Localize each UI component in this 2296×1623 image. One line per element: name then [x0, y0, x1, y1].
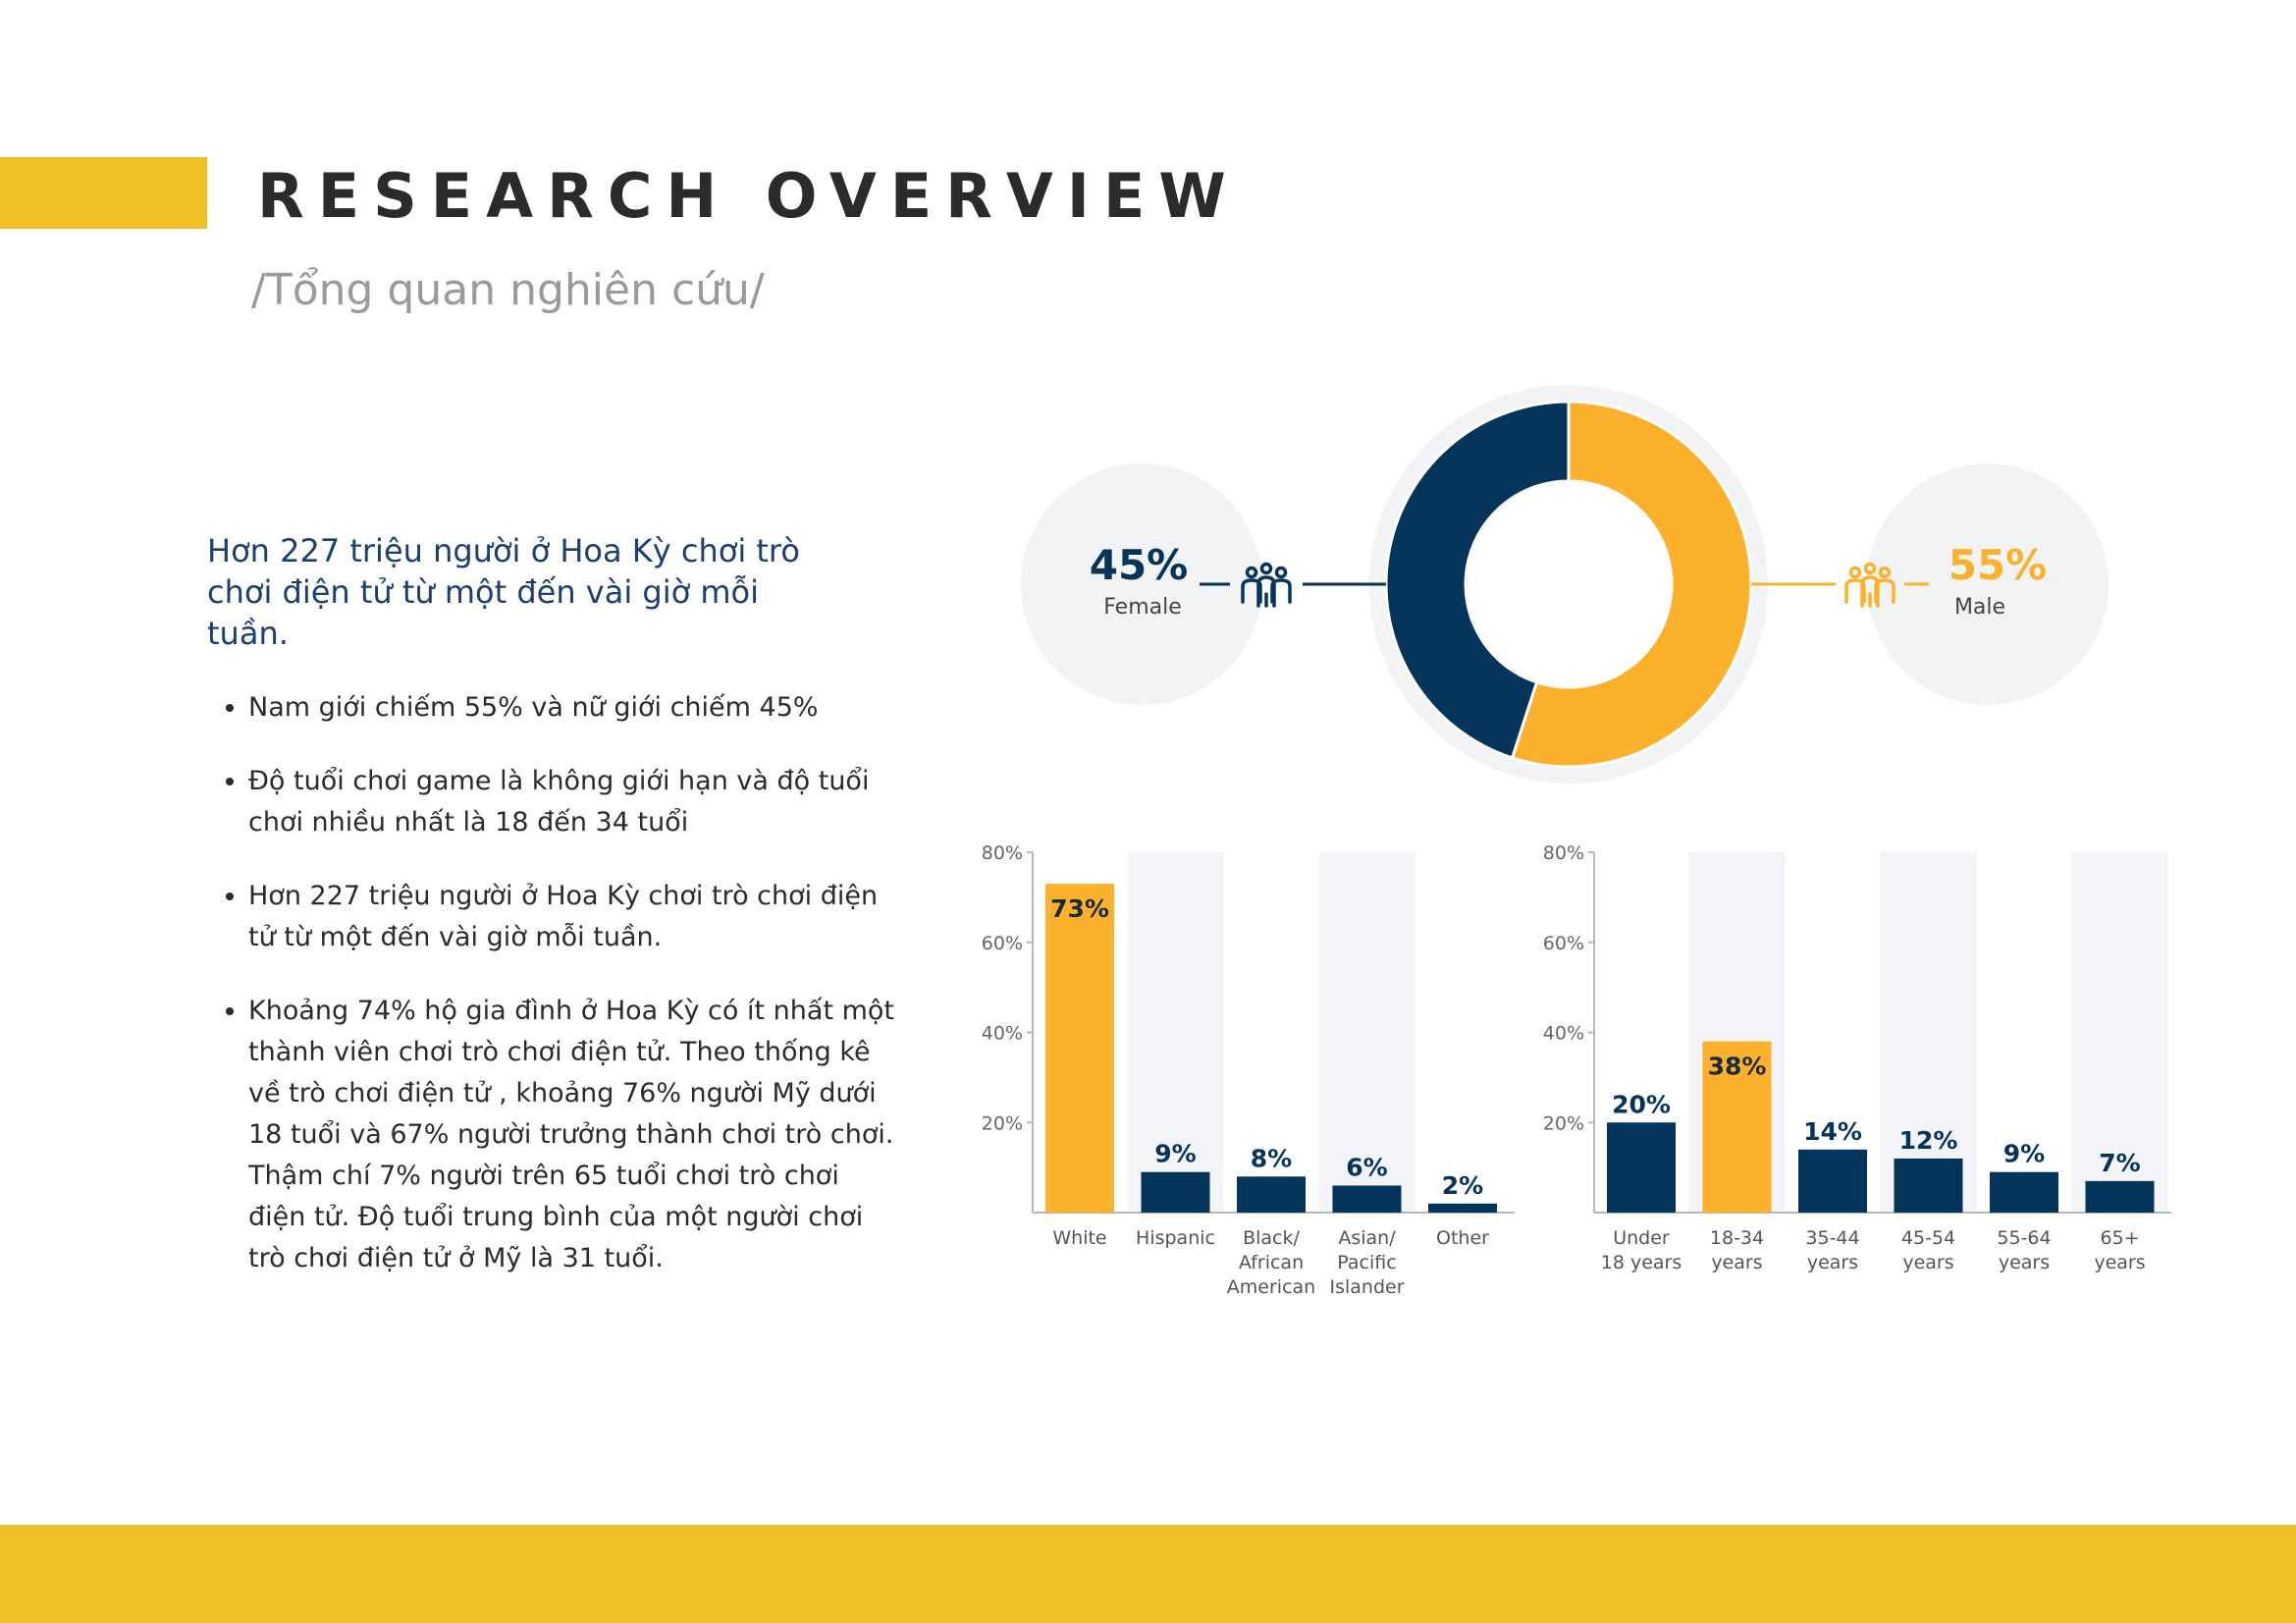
x-tick-label: White: [1052, 1227, 1106, 1249]
male-category-label: Male: [1954, 595, 2005, 620]
y-tick-label: 60%: [1543, 933, 1584, 954]
bar-value-label: 6%: [1346, 1153, 1387, 1181]
bar: [1990, 1171, 2058, 1213]
bullet-item: Nam giới chiếm 55% và nữ giới chiếm 45%: [248, 687, 896, 729]
bar-value-label: 73%: [1050, 894, 1109, 923]
x-tick-label: 65+: [2100, 1227, 2139, 1249]
x-tick-label: African: [1239, 1252, 1304, 1273]
x-tick-label: 18 years: [1601, 1252, 1682, 1273]
age-bar-chart: 20% 40% 60% 80% 20% Under 18 years 38% 18-34 year…: [1543, 842, 2172, 1273]
x-tick-label: 18-34: [1710, 1227, 1764, 1249]
bar-value-label: 12%: [1899, 1126, 1958, 1155]
y-tick-label: 80%: [1543, 842, 1584, 864]
bullet-list: Nam giới chiếm 55% và nữ giới chiếm 45% …: [207, 687, 896, 1312]
x-tick-label: years: [1999, 1252, 2050, 1273]
bar-value-label: 20%: [1612, 1090, 1671, 1118]
y-tick-label: 80%: [982, 842, 1023, 864]
people-group-icon: [1241, 562, 1292, 608]
bar: [1798, 1149, 1867, 1213]
x-tick-label: years: [2094, 1252, 2145, 1273]
x-tick-label: 45-54: [1901, 1227, 1955, 1249]
x-tick-label: 35-44: [1805, 1227, 1859, 1249]
bar: [2085, 1180, 2155, 1213]
person-head: [1245, 566, 1258, 579]
female-value-label: 45%: [1090, 541, 1189, 589]
x-tick-label: Black/: [1243, 1227, 1300, 1249]
bar-value-label: 7%: [2099, 1149, 2140, 1177]
bar: [1702, 1041, 1772, 1213]
gender-donut-chart: 45% Female 55% Male: [1021, 385, 2109, 784]
x-tick-label: years: [1711, 1252, 1762, 1273]
female-bubble: [1021, 463, 1262, 705]
bullet-item: Khoảng 74% hộ gia đình ở Hoa Kỳ có ít nh…: [248, 991, 896, 1279]
column-band: [1318, 852, 1415, 1213]
column-band: [2071, 852, 2168, 1213]
page-title: RESEARCH OVERVIEW: [257, 160, 1240, 232]
donut-slice-male: [1510, 400, 1753, 769]
female-category-label: Female: [1103, 595, 1182, 620]
male-value-label: 55%: [1949, 541, 2048, 589]
people-group-icon: [1844, 562, 1896, 608]
x-tick-label: 55-64: [1997, 1227, 2051, 1249]
x-tick-label: Other: [1436, 1227, 1489, 1249]
bar-value-label: 9%: [2003, 1140, 2045, 1168]
intro-heading: Hơn 227 triệu người ở Hoa Kỳ chơi trò ch…: [207, 532, 800, 652]
bar-value-label: 38%: [1708, 1053, 1767, 1081]
y-tick-label: 40%: [982, 1023, 1023, 1045]
person-head: [1274, 566, 1288, 579]
donut-slice-female: [1384, 400, 1571, 760]
x-tick-label: Islander: [1329, 1276, 1404, 1298]
title-accent-bar: [0, 157, 207, 229]
person-body: [1270, 578, 1292, 604]
person-head: [1863, 562, 1877, 575]
bar: [1428, 1203, 1497, 1213]
x-tick-label: years: [1902, 1252, 1953, 1273]
person-head: [1878, 566, 1892, 579]
footer-band: [0, 1525, 2296, 1623]
male-bubble: [1867, 463, 2109, 705]
y-tick-label: 40%: [1543, 1023, 1584, 1045]
bar-value-label: 14%: [1803, 1117, 1862, 1146]
x-tick-label: Hispanic: [1136, 1227, 1215, 1249]
bullet-item: Độ tuổi chơi game là không giới hạn và đ…: [248, 761, 896, 843]
person-head: [1259, 562, 1273, 575]
x-tick-label: Asian/: [1338, 1227, 1396, 1249]
bar: [1894, 1158, 1963, 1213]
x-tick-label: Under: [1613, 1227, 1670, 1249]
column-band: [1127, 852, 1224, 1213]
x-tick-label: years: [1807, 1252, 1858, 1273]
page-subtitle: /Tổng quan nghiên cứu/: [251, 265, 765, 315]
donut-hole: [1467, 482, 1671, 686]
ethnicity-bar-chart: 20% 40% 60% 80% 73% White 9% Hispanic 8% Black/Af…: [982, 842, 1515, 1298]
person-head: [1848, 566, 1862, 579]
y-tick-label: 20%: [1543, 1112, 1584, 1134]
bar: [1607, 1122, 1676, 1213]
bar: [1045, 884, 1114, 1213]
bar-value-label: 8%: [1251, 1144, 1292, 1172]
bar: [1141, 1171, 1210, 1213]
bar-value-label: 2%: [1442, 1171, 1483, 1200]
bullet-item: Hơn 227 triệu người ở Hoa Kỳ chơi trò ch…: [248, 876, 896, 958]
y-tick-label: 60%: [982, 933, 1023, 954]
x-tick-label: American: [1227, 1276, 1315, 1298]
column-band: [1880, 852, 1977, 1213]
y-tick-label: 20%: [982, 1112, 1023, 1134]
x-tick-label: Pacific: [1337, 1252, 1396, 1273]
bar: [1332, 1185, 1402, 1213]
bar: [1237, 1176, 1306, 1213]
bar-value-label: 9%: [1154, 1140, 1196, 1168]
person-body: [1874, 578, 1896, 604]
